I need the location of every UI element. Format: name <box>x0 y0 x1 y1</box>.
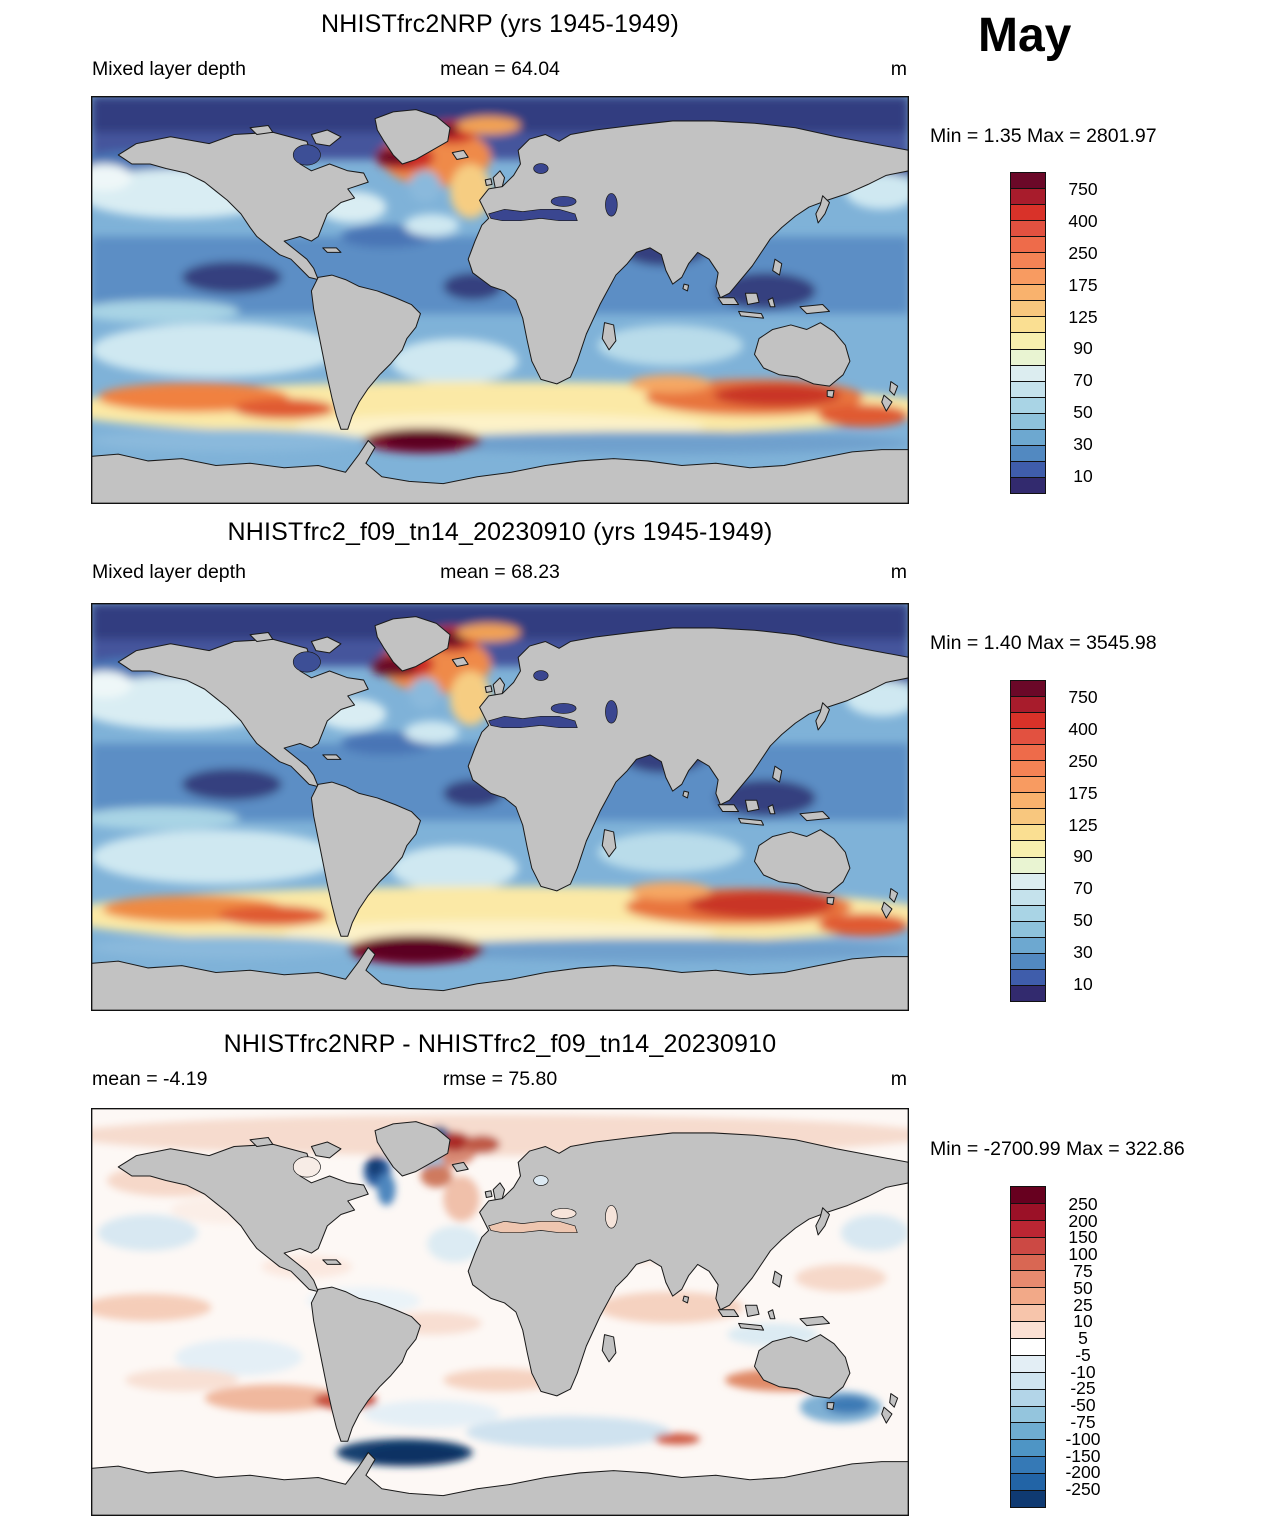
caspian-sea <box>604 1204 619 1230</box>
month-label: May <box>978 9 1072 62</box>
panel2-minmax: Min = 1.40 Max = 3545.98 <box>930 632 1157 654</box>
panel1-minmax: Min = 1.35 Max = 2801.97 <box>930 125 1157 147</box>
panel3-rmse-value: rmse = 75.80 <box>442 1068 558 1090</box>
panel2-unit-label: m <box>890 561 907 583</box>
panel2-colorbar: 750 400 250 175 125 90 70 50 30 10 <box>1010 680 1160 1002</box>
hudson-bay <box>292 143 322 167</box>
map-frame <box>91 603 909 1011</box>
panel2-stats-row: Mixed layer depth mean = 68.23 m <box>91 561 909 585</box>
map-frame <box>91 96 909 504</box>
colorbar-cells <box>1010 1186 1046 1508</box>
panel1-title: NHISTfrc2NRP (yrs 1945-1949) <box>320 10 680 38</box>
panel3-mean-value: mean = -4.19 <box>92 1068 208 1090</box>
panel3-map <box>91 1108 909 1516</box>
hudson-bay <box>292 1155 322 1179</box>
panel1-unit-label: m <box>890 58 907 80</box>
panel1-field-label: Mixed layer depth <box>92 58 246 80</box>
panel3-title: NHISTfrc2NRP - NHISTfrc2_f09_tn14_202309… <box>223 1030 777 1058</box>
baltic-sea <box>532 162 550 175</box>
panel2-field-label: Mixed layer depth <box>92 561 246 583</box>
black-sea <box>549 702 578 715</box>
hudson-bay <box>292 650 322 674</box>
baltic-sea <box>532 669 550 682</box>
panel1-map <box>91 96 909 504</box>
black-sea <box>549 1207 578 1220</box>
caspian-sea <box>604 192 619 218</box>
colorbar-cells <box>1010 172 1046 494</box>
panel1-stats-row: Mixed layer depth mean = 64.04 m <box>91 58 909 82</box>
panel3-colorbar: 250 200 150 100 75 50 25 10 5 -5 -10 -25 -50 -75 -100-… <box>1010 1186 1160 1508</box>
panel2-mean-value: mean = 68.23 <box>440 561 560 583</box>
panel3-minmax: Min = -2700.99 Max = 322.86 <box>930 1138 1185 1160</box>
mediterranean-sea <box>487 715 579 729</box>
caspian-sea <box>604 699 619 725</box>
panel2-map <box>91 603 909 1011</box>
panel3-unit-label: m <box>890 1068 907 1090</box>
mediterranean-sea <box>487 1220 579 1234</box>
map-frame <box>91 1108 909 1516</box>
panel1-colorbar: 750 400 250 175 125 90 70 50 30 10 <box>1010 172 1160 494</box>
mediterranean-sea <box>487 208 579 222</box>
baltic-sea <box>532 1174 550 1187</box>
panel3-stats-row: mean = -4.19 rmse = 75.80 m <box>91 1068 909 1092</box>
panel1-mean-value: mean = 64.04 <box>440 58 560 80</box>
panel2-title: NHISTfrc2_f09_tn14_20230910 (yrs 1945-19… <box>227 518 773 546</box>
colorbar-cells <box>1010 680 1046 1002</box>
black-sea <box>549 195 578 208</box>
